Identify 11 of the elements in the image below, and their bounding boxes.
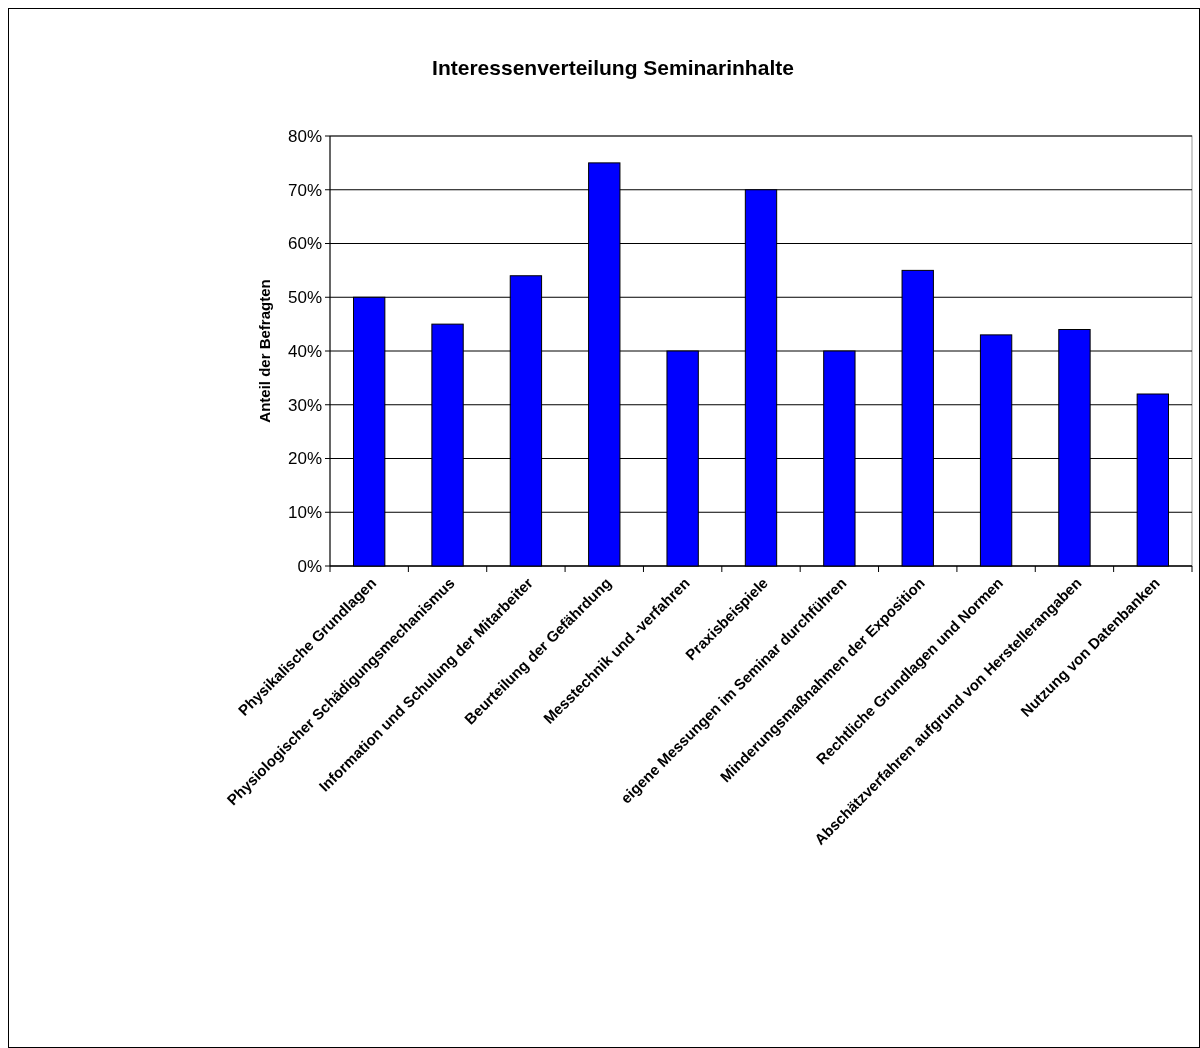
y-tick-label: 30% (287, 395, 322, 415)
y-tick-label: 50% (287, 288, 322, 308)
y-tick-label: 80% (287, 126, 322, 146)
y-tick-label: 70% (287, 180, 322, 200)
y-tick-label: 10% (287, 503, 322, 523)
y-tick-label: 0% (297, 556, 322, 576)
y-tick-label: 40% (287, 341, 322, 361)
chart-title: Interessenverteilung Seminarinhalte (432, 56, 794, 79)
y-tick-label: 20% (287, 449, 322, 469)
y-axis-title: Anteil der Befragten (256, 279, 273, 423)
y-tick-label: 60% (287, 234, 322, 254)
